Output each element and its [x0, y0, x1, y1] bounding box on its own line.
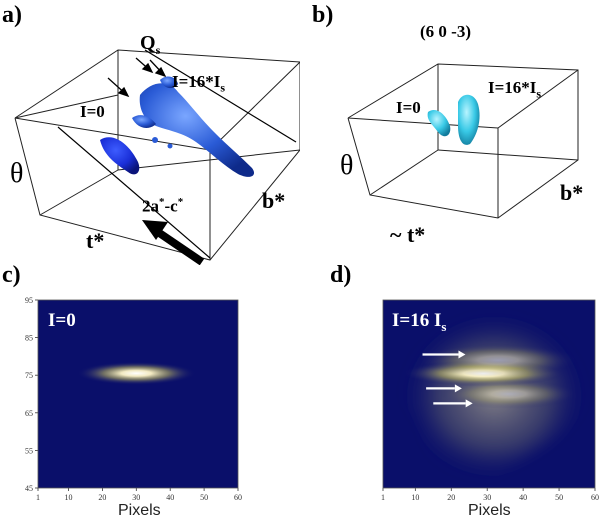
heatmap-c-xlabel: Pixels	[118, 502, 161, 519]
x-tick-label: 10	[65, 493, 73, 502]
x-tick-label: 50	[200, 493, 208, 502]
x-tick-label: 30	[483, 493, 491, 502]
heatmap-d: 1 10 20 30 40 50 60	[381, 299, 599, 502]
panel-d-label: d)	[330, 262, 352, 288]
peak-0	[76, 361, 196, 385]
qs-label: Qs	[140, 32, 161, 57]
miller-index: (6 0 -3)	[420, 22, 471, 41]
heatmap-c-title: I=0	[48, 310, 76, 331]
panel-b: b) (6 0 -3) I=16*Is I=0 θ ~ t* b*	[310, 0, 606, 265]
vector-label: 2a*-c*	[142, 196, 184, 216]
t-star-label-b: ~ t*	[390, 222, 426, 247]
y-tick-label: 95	[25, 296, 33, 305]
heatmap-frame	[382, 299, 596, 489]
i-zero-label-b: I=0	[396, 98, 421, 117]
heatmap-d-title: I=16 Is	[392, 310, 447, 334]
panel-b-box	[347, 63, 579, 219]
panel-a-box	[14, 49, 300, 265]
panel-a-label: a)	[2, 2, 22, 28]
b-star-label-a: b*	[262, 188, 286, 213]
x-tick-label: 20	[447, 493, 455, 502]
theta-label-a: θ	[10, 158, 24, 189]
x-tick-label: 1	[381, 493, 385, 502]
theta-label-b: θ	[340, 150, 354, 181]
heatmap-frame	[37, 299, 239, 489]
x-tick-label: 20	[98, 493, 106, 502]
scatter-arrow-head-0	[458, 350, 466, 359]
vector-arrow	[142, 220, 205, 265]
y-tick-label: 65	[25, 409, 33, 418]
x-tick-label: 60	[234, 493, 242, 502]
isosurface-i0	[100, 137, 140, 175]
heatmap-background	[38, 300, 238, 488]
b-star-label-b: b*	[560, 180, 584, 205]
x-tick-label: 60	[591, 493, 599, 502]
isosurface-ihigh	[139, 83, 255, 177]
isosurface-i0-b	[427, 109, 451, 137]
x-tick-label: 50	[555, 493, 563, 502]
peak-2	[439, 379, 578, 409]
y-tick-label: 75	[25, 371, 33, 380]
scatter-arrow-head-2	[465, 399, 473, 408]
t-star-label-a: t*	[86, 228, 105, 253]
isosurface-ihigh-b	[458, 94, 480, 145]
y-tick-label: 85	[25, 334, 33, 343]
panel-c-label: c)	[2, 262, 21, 288]
x-tick-label: 30	[132, 493, 140, 502]
x-tick-label: 10	[411, 493, 419, 502]
panel-b-label: b)	[312, 2, 334, 28]
i-zero-label-a: I=0	[80, 102, 105, 121]
panel-c: c) 1 10 20 30 40 50 60 95 85 75 65 55 45 I=0 Pixels	[0, 262, 300, 522]
scatter-arrow-head-1	[454, 384, 462, 393]
x-tick-label: 1	[36, 493, 40, 502]
x-tick-label: 40	[519, 493, 527, 502]
y-tick-label: 45	[25, 484, 33, 493]
y-tick-label: 55	[25, 446, 33, 455]
heatmap-c: 1 10 20 30 40 50 60 95 85 75 65 55 45	[25, 296, 242, 502]
heatmap-d-xlabel: Pixels	[468, 502, 511, 519]
i-high-label-a: I=16*Is	[172, 72, 226, 95]
i-high-label-b: I=16*Is	[488, 78, 542, 101]
x-tick-label: 40	[166, 493, 174, 502]
panel-d: d) 1 10 20 30 40 50 60 I=16 Is Pixels	[300, 262, 606, 522]
peak-1	[417, 343, 579, 377]
panel-a: a) Qs I=16*Is I=0 θ t* b* 2a*-c*	[0, 0, 300, 265]
